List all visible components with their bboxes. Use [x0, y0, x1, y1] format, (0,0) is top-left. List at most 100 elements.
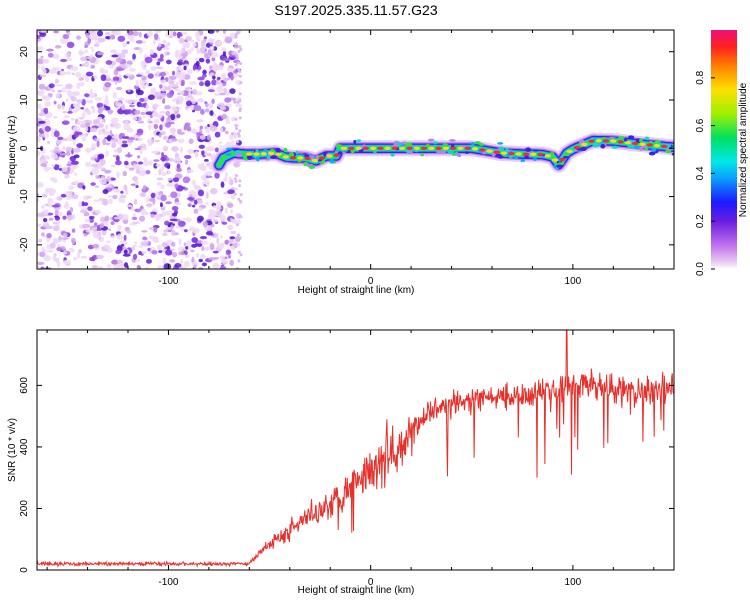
noise-speck [40, 205, 46, 210]
noise-speck [101, 128, 106, 133]
noise-speck [124, 120, 129, 124]
noise-speck [176, 31, 181, 39]
ridge-speck [638, 146, 644, 151]
noise-speck [117, 213, 124, 221]
noise-speck [171, 212, 178, 217]
noise-speck [125, 63, 132, 68]
noise-speck [236, 132, 240, 136]
noise-speck [80, 56, 88, 62]
spectrogram-y-ticks: -20 -10 0 10 20 [19, 46, 674, 252]
noise-speck [178, 68, 184, 72]
noise-speck [114, 80, 118, 85]
noise-speck [77, 182, 84, 189]
ridge-core-mark [566, 149, 573, 154]
noise-speck [145, 111, 154, 116]
noise-speck [142, 115, 146, 119]
noise-speck [191, 256, 195, 263]
noise-speck [57, 211, 63, 217]
ridge-core-mark [355, 146, 362, 150]
noise-speck [134, 208, 139, 212]
noise-speck [197, 206, 204, 212]
ridge-speck [372, 150, 377, 153]
noise-speck [186, 169, 194, 173]
noise-speck [238, 116, 242, 120]
noise-speck [211, 52, 219, 59]
noise-speck [148, 235, 155, 240]
noise-speck [155, 70, 160, 77]
noise-speck [104, 169, 112, 174]
spectrogram-y-tick-label: -20 [19, 237, 30, 252]
noise-speck [56, 236, 63, 243]
noise-speck [192, 64, 196, 71]
ridge-speck [449, 139, 456, 142]
noise-speck [73, 147, 81, 153]
noise-speck [190, 46, 194, 52]
ridge-speck [671, 153, 674, 156]
noise-speck [127, 30, 134, 36]
noise-speck [139, 215, 146, 222]
noise-speck [93, 75, 98, 80]
noise-speck [74, 172, 77, 176]
noise-speck [141, 211, 149, 215]
noise-speck [172, 31, 177, 37]
noise-speck [113, 133, 119, 140]
noise-speck [106, 176, 112, 183]
noise-speck [96, 254, 104, 260]
noise-speck [38, 112, 45, 117]
noise-speck [212, 64, 220, 71]
noise-speck [80, 255, 88, 259]
noise-speck [162, 135, 168, 141]
noise-speck [128, 167, 135, 171]
snr-x-ticks: -100 0 100 [46, 330, 655, 588]
noise-speck [140, 241, 148, 246]
noise-speck [104, 124, 109, 130]
noise-speck [89, 88, 93, 95]
noise-speck [96, 30, 104, 37]
noise-speck [111, 49, 115, 53]
noise-speck [200, 39, 206, 47]
noise-speck [65, 51, 72, 59]
noise-speck [236, 233, 240, 237]
noise-speck [122, 170, 127, 177]
noise-speck [235, 126, 239, 130]
noise-speck [235, 223, 239, 227]
noise-speck [186, 68, 193, 75]
noise-speck [154, 139, 161, 143]
noise-speck [235, 266, 239, 269]
noise-speck [111, 259, 119, 265]
noise-speck [105, 150, 109, 157]
noise-speck [237, 259, 241, 263]
noise-speck [218, 141, 223, 144]
noise-speck [178, 251, 185, 256]
noise-speck [105, 185, 112, 189]
ridge-speck [618, 136, 625, 140]
noise-speck [236, 100, 240, 104]
ridge-core-mark [253, 152, 260, 156]
noise-speck [216, 201, 222, 208]
noise-speck [121, 103, 126, 111]
ridge-speck [420, 153, 425, 157]
noise-speck [165, 249, 173, 256]
noise-speck [159, 84, 163, 89]
noise-speck [91, 143, 97, 150]
ridge-core-mark [515, 152, 522, 156]
noise-speck [85, 161, 92, 168]
ridge-speck [297, 151, 305, 154]
noise-speck [204, 36, 208, 40]
noise-speck [205, 102, 209, 108]
noise-speck [102, 189, 109, 195]
ridge-speck [654, 140, 660, 145]
ridge-speck [387, 149, 391, 153]
ridge-speck [308, 165, 315, 170]
noise-speck [146, 30, 153, 38]
noise-speck [65, 83, 73, 90]
ridge-core-mark [537, 152, 544, 157]
noise-speck [37, 193, 40, 197]
noise-speck [162, 257, 167, 264]
noise-speck [183, 242, 187, 246]
noise-speck [177, 138, 185, 144]
noise-speck [220, 113, 228, 120]
noise-speck [63, 71, 72, 75]
noise-speck [104, 215, 110, 222]
noise-speck [88, 215, 95, 220]
